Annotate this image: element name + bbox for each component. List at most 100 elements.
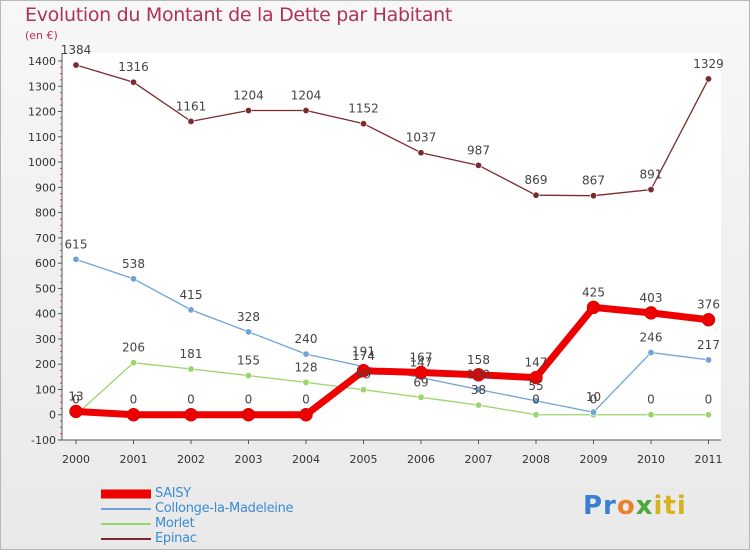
data-label: 376	[697, 298, 720, 312]
data-point	[241, 407, 256, 422]
data-label: 0	[72, 393, 80, 407]
y-tick-label: 1100	[28, 131, 56, 144]
data-label: 10	[586, 390, 601, 404]
data-label: 174	[352, 349, 375, 363]
data-label: 246	[640, 331, 663, 345]
x-tick-label: 2005	[350, 453, 378, 466]
y-tick-label: 800	[35, 207, 56, 220]
legend: SAISY Collonge-la-Madeleine Morlet Epina…	[101, 486, 294, 546]
data-label: 987	[467, 143, 490, 157]
y-tick-label: 100	[35, 383, 56, 396]
logo-part-1: Pr	[583, 491, 617, 521]
data-label: 0	[302, 393, 310, 407]
data-label: 155	[237, 354, 260, 368]
data-label: 0	[532, 393, 540, 407]
data-label: 38	[471, 383, 486, 397]
y-tick-label: 700	[35, 232, 56, 245]
data-point	[417, 393, 425, 401]
y-tick-label: 0	[49, 409, 56, 422]
data-point	[72, 61, 80, 69]
data-label: 217	[697, 338, 720, 352]
y-tick-label: 400	[35, 308, 56, 321]
data-label: 0	[705, 393, 713, 407]
x-tick-label: 2009	[580, 453, 608, 466]
data-point	[704, 75, 712, 83]
x-tick-label: 2008	[522, 453, 550, 466]
data-point	[187, 306, 195, 314]
data-label: 0	[647, 393, 655, 407]
data-point	[356, 364, 371, 378]
data-point	[187, 117, 195, 125]
data-point	[245, 328, 253, 336]
data-point	[302, 378, 310, 386]
data-label: 206	[122, 341, 145, 355]
y-tick-label: 300	[35, 333, 56, 346]
y-tick-label: 500	[35, 282, 56, 295]
y-tick-label: 1200	[28, 106, 56, 119]
y-tick-label: 600	[35, 257, 56, 270]
legend-label-collonge: Collonge-la-Madeleine	[155, 501, 294, 516]
data-label: 867	[582, 174, 605, 188]
data-label: 158	[467, 353, 490, 367]
data-label: 425	[582, 285, 605, 299]
y-tick-label: 1300	[28, 80, 56, 93]
data-point	[69, 404, 83, 419]
data-label: 240	[295, 332, 318, 346]
data-point	[130, 275, 138, 283]
y-tick-label: 1400	[28, 55, 56, 68]
x-tick-label: 2002	[177, 453, 205, 466]
x-tick-label: 2007	[465, 453, 493, 466]
data-label: 128	[295, 360, 318, 374]
data-point	[126, 407, 141, 422]
data-point	[532, 191, 540, 199]
data-label: 1204	[291, 89, 322, 103]
data-point	[647, 186, 655, 194]
legend-label-morlet: Morlet	[155, 516, 195, 531]
y-tick-label: 200	[35, 358, 56, 371]
legend-item-collonge: Collonge-la-Madeleine	[101, 501, 294, 516]
data-point	[72, 255, 80, 263]
data-point	[532, 397, 540, 405]
data-label: 0	[130, 393, 138, 407]
data-point	[647, 411, 655, 419]
data-point	[130, 359, 138, 367]
data-point	[474, 385, 482, 393]
data-point	[589, 192, 597, 200]
data-point	[586, 300, 601, 315]
data-point	[704, 356, 712, 364]
legend-item-saisy: SAISY	[101, 486, 293, 501]
data-label: 415	[180, 288, 203, 302]
data-point	[187, 365, 195, 373]
data-point	[647, 349, 655, 357]
plot-area	[62, 53, 721, 440]
y-tick-label: -100	[31, 434, 56, 447]
x-tick-label: 2006	[407, 453, 435, 466]
data-label: 147	[525, 356, 548, 370]
data-point	[474, 161, 482, 169]
y-tick-label: 900	[35, 181, 56, 194]
data-point	[302, 350, 310, 358]
data-point	[644, 306, 658, 320]
data-label: 13	[68, 389, 83, 403]
data-point	[302, 107, 310, 115]
data-label: 167	[410, 351, 433, 365]
legend-swatch-epinac	[101, 538, 151, 540]
data-label: 99	[356, 368, 371, 382]
legend-label-saisy: SAISY	[155, 486, 191, 501]
chart-title: Evolution du Montant de la Dette par Hab…	[25, 4, 453, 26]
data-label: 69	[413, 375, 428, 389]
data-label: 0	[187, 393, 195, 407]
data-label: 1204	[233, 89, 264, 103]
x-tick-label: 2001	[120, 453, 148, 466]
data-point	[414, 365, 428, 380]
data-label: 1152	[348, 102, 379, 116]
data-point	[245, 372, 253, 380]
data-point	[589, 408, 597, 416]
x-tick-label: 2010	[637, 453, 665, 466]
data-point	[417, 149, 425, 157]
series-line-2	[75, 362, 709, 416]
data-label: 869	[525, 173, 548, 187]
data-point	[359, 386, 367, 394]
